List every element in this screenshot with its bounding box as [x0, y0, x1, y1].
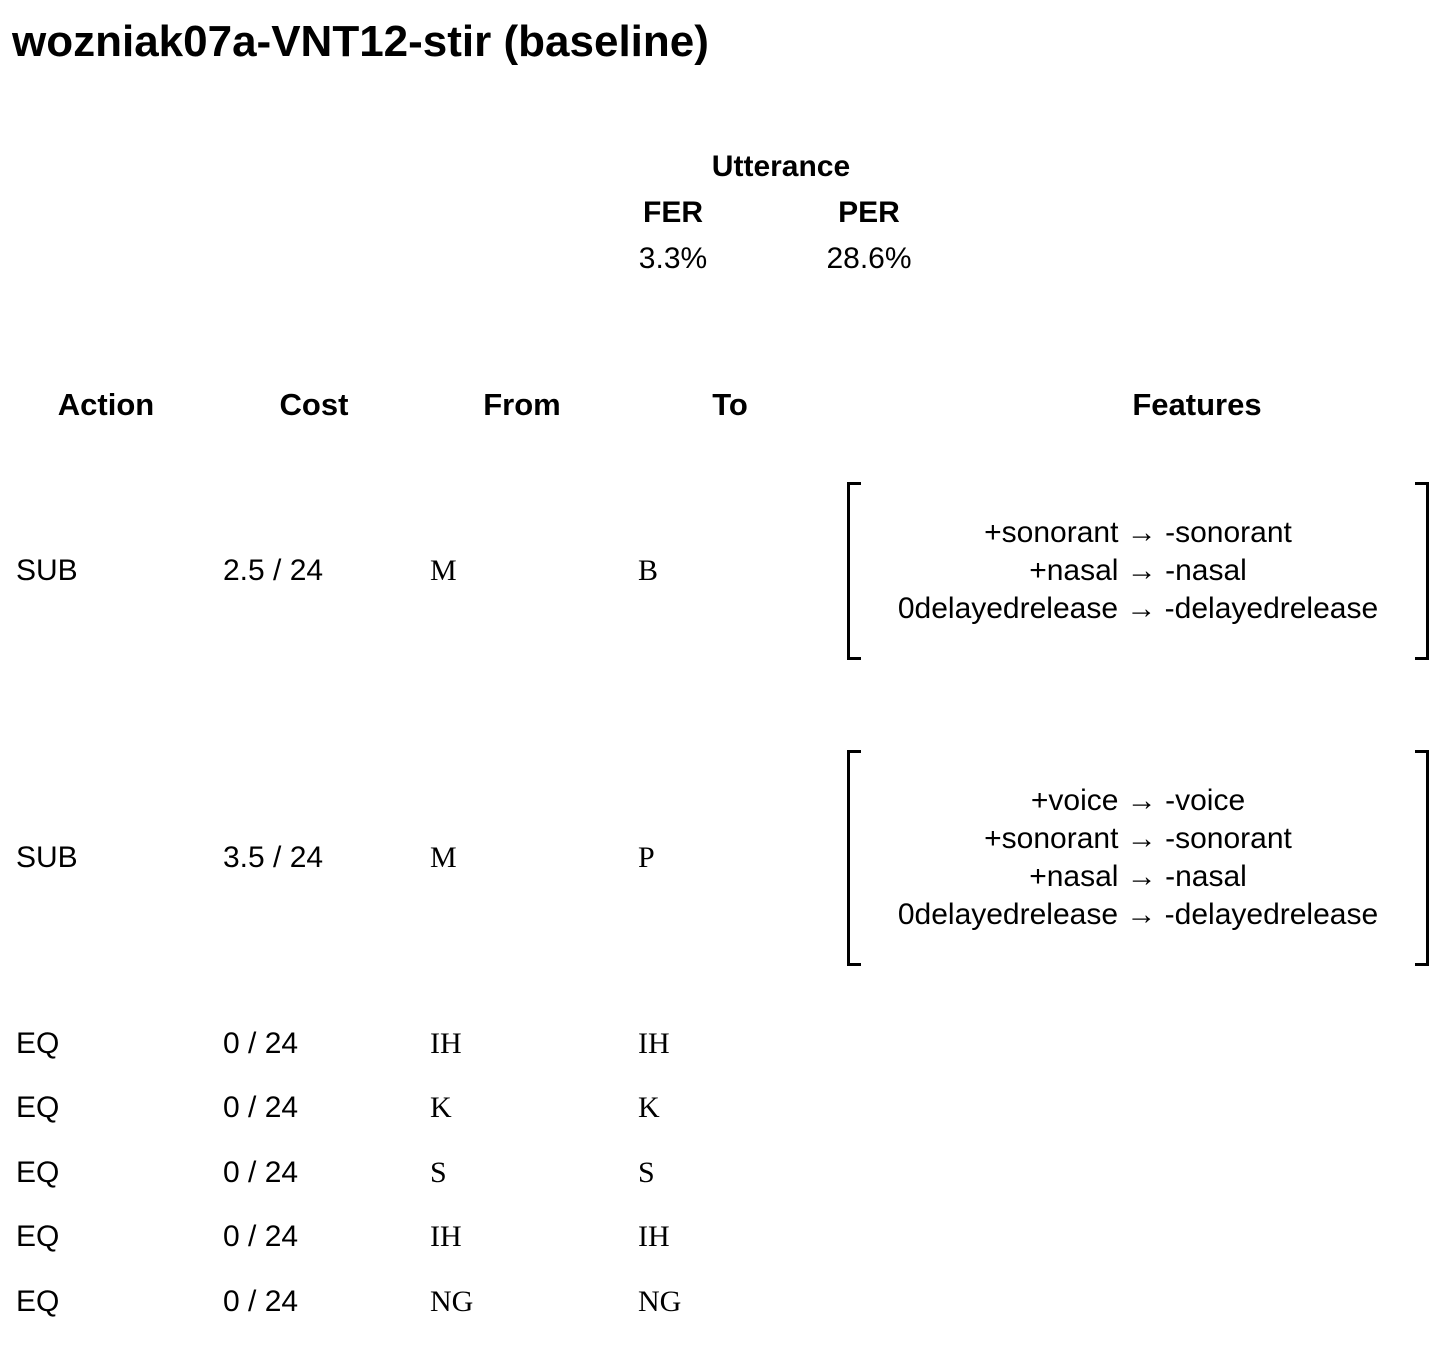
feature-change: +voice → -voice — [1030, 784, 1246, 817]
table-row: EQ 0 / 24 NG NG — [0, 1283, 1446, 1321]
cost-cell: 0 / 24 — [223, 1220, 299, 1253]
page-title: wozniak07a-VNT12-stir (baseline) — [12, 17, 709, 66]
feature-change: +sonorant → -sonorant — [984, 516, 1292, 549]
feature-change: 0delayedrelease → -delayedrelease — [897, 898, 1379, 931]
utterance-heading: Utterance — [711, 150, 851, 183]
from-cell: M — [430, 554, 457, 587]
table-row: EQ 0 / 24 IH IH — [0, 1025, 1446, 1063]
per-label: PER — [838, 196, 900, 229]
to-cell: NG — [638, 1285, 682, 1318]
action-cell: SUB — [16, 841, 78, 874]
per-value: 28.6% — [826, 242, 912, 275]
from-cell: IH — [430, 1220, 462, 1253]
fer-label: FER — [643, 196, 703, 229]
cost-cell: 0 / 24 — [223, 1285, 299, 1318]
to-cell: K — [638, 1091, 660, 1124]
feature-list: +sonorant → -sonorant +nasal → -nasal 0d… — [850, 514, 1426, 628]
feature-change: 0delayedrelease → -delayedrelease — [897, 592, 1379, 625]
table-row: EQ 0 / 24 S S — [0, 1154, 1446, 1192]
features-bracket: +sonorant → -sonorant +nasal → -nasal 0d… — [847, 482, 1429, 660]
fer-value: 3.3% — [638, 242, 708, 275]
cost-cell: 0 / 24 — [223, 1156, 299, 1189]
to-cell: P — [638, 841, 655, 874]
table-row: EQ 0 / 24 K K — [0, 1089, 1446, 1127]
action-cell: EQ — [16, 1285, 60, 1318]
to-cell: IH — [638, 1220, 670, 1253]
cost-cell: 2.5 / 24 — [223, 554, 324, 587]
header-features: Features — [1132, 387, 1262, 422]
header-from: From — [483, 387, 561, 422]
action-cell: EQ — [16, 1156, 60, 1189]
from-cell: M — [430, 841, 457, 874]
feature-list: +voice → -voice +sonorant → -sonorant +n… — [850, 782, 1426, 934]
action-cell: SUB — [16, 554, 78, 587]
feature-change: +nasal → -nasal — [1029, 860, 1247, 893]
features-bracket: +voice → -voice +sonorant → -sonorant +n… — [847, 750, 1429, 966]
header-to: To — [712, 387, 748, 422]
header-action: Action — [57, 387, 155, 422]
table-row: SUB 3.5 / 24 M P +voice → -voice +sonora… — [0, 750, 1446, 966]
from-cell: NG — [430, 1285, 474, 1318]
to-cell: B — [638, 554, 659, 587]
cost-cell: 0 / 24 — [223, 1027, 299, 1060]
from-cell: IH — [430, 1027, 462, 1060]
from-cell: K — [430, 1091, 452, 1124]
feature-change: +sonorant → -sonorant — [984, 822, 1292, 855]
table-row: EQ 0 / 24 IH IH — [0, 1218, 1446, 1256]
header-cost: Cost — [279, 387, 349, 422]
action-cell: EQ — [16, 1091, 60, 1124]
from-cell: S — [430, 1156, 447, 1189]
cost-cell: 0 / 24 — [223, 1091, 299, 1124]
action-cell: EQ — [16, 1220, 60, 1253]
cost-cell: 3.5 / 24 — [223, 841, 324, 874]
feature-change: +nasal → -nasal — [1029, 554, 1247, 587]
to-cell: IH — [638, 1027, 670, 1060]
action-cell: EQ — [16, 1027, 60, 1060]
table-row: SUB 2.5 / 24 M B +sonorant → -sonorant +… — [0, 482, 1446, 660]
to-cell: S — [638, 1156, 655, 1189]
